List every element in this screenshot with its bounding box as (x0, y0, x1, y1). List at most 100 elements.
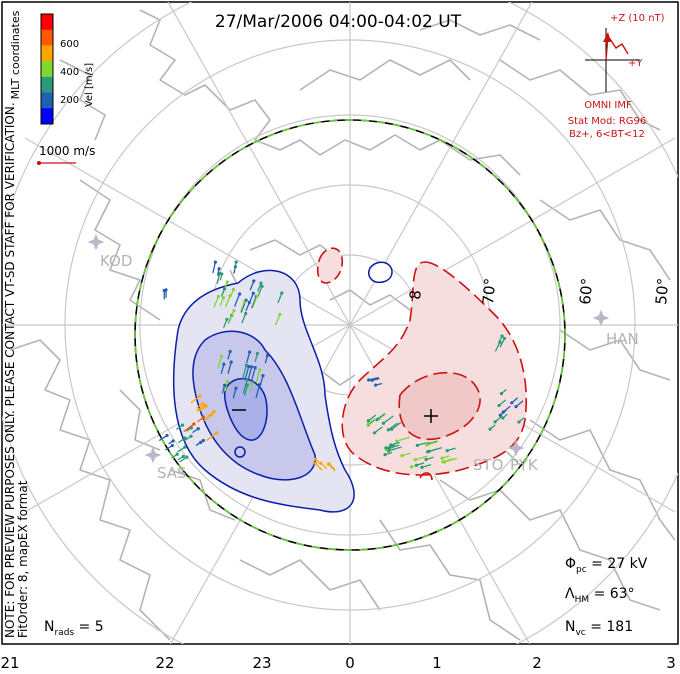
velocity-vector-origin (222, 362, 226, 366)
velocity-vector (494, 341, 501, 352)
velocity-vector-origin (427, 449, 431, 453)
velocity-vector-origin (252, 279, 256, 283)
velocity-vector-origin (170, 443, 174, 448)
velocity-vector-origin (225, 317, 229, 322)
velocity-vector (499, 338, 506, 348)
velocity-vector-origin (201, 438, 205, 443)
velocity-vector-origin (498, 413, 502, 417)
velocity-vector (220, 364, 225, 375)
velocity-vector-origin (204, 404, 208, 408)
velocity-vector-origin (231, 287, 236, 292)
velocity-vector-origin (181, 454, 185, 458)
velocity-vector-origin (196, 427, 200, 431)
velocity-vector-origin (229, 360, 233, 364)
velocity-vector (224, 381, 229, 392)
velocity-vector (241, 313, 247, 324)
velocity-vector (244, 366, 250, 380)
velocity-vector-origin (389, 443, 393, 447)
velocity-vector-origin (383, 453, 387, 457)
velocity-vector (190, 395, 201, 404)
velocity-vector-origin (374, 383, 378, 387)
velocity-vector-origin (395, 439, 399, 443)
lat-label-50: 50° (652, 277, 672, 305)
colorbar-block (41, 61, 53, 78)
imf-y-label: +Y (628, 58, 643, 69)
stat-model-line1: Stat Mod: RG96 (568, 116, 647, 127)
map-title: 27/Mar/2006 04:00-04:02 UT (215, 12, 462, 32)
velocity-vector (248, 292, 254, 306)
velocity-vector-origin (313, 457, 318, 461)
velocity-vector-origin (219, 354, 224, 358)
velocity-vector-origin (222, 287, 227, 291)
velocity-vector-origin (500, 334, 504, 338)
velocity-vector (233, 293, 241, 307)
vector-count: Nvc = 181 (565, 619, 633, 638)
mlt-label-22: 22 (155, 654, 174, 672)
colorbar-label: Vel [m/s] (84, 63, 95, 107)
station-label-sto: STO (473, 456, 504, 474)
velocity-vector-origin (510, 401, 514, 405)
lat-label-partial: 8 (406, 289, 425, 300)
velocity-vector-origin (280, 291, 284, 295)
velocity-vector-origin (259, 281, 263, 285)
velocity-vector-origin (242, 300, 246, 304)
velocity-vector-origin (502, 336, 507, 341)
velocity-vector (242, 379, 248, 394)
velocity-vector (250, 296, 257, 309)
velocity-vector-origin (372, 431, 376, 435)
velocity-vector-origin (384, 446, 388, 450)
colorbar-block (41, 14, 53, 31)
velocity-vector (216, 273, 221, 284)
velocity-vector-origin (313, 461, 318, 466)
velocity-vector-origin (183, 436, 187, 440)
colorbar-block (41, 45, 53, 62)
station-label-han: HAN (606, 330, 639, 348)
velocity-vector-origin (493, 420, 497, 424)
mlt-label-21: 21 (0, 654, 19, 672)
velocity-vector (388, 446, 402, 452)
velocity-vector (383, 415, 394, 424)
imf-z-label: +Z (10 nT) (610, 13, 665, 24)
velocity-vector-origin (425, 443, 429, 447)
velocity-vector-origin (319, 461, 323, 465)
velocity-vector-origin (221, 296, 226, 300)
velocity-vector-origin (202, 415, 206, 419)
station-labels: KOD HAN SAS STO PYK (100, 252, 639, 482)
coord-system-label: MLT coordinates (9, 10, 22, 99)
velocity-vector-origin (213, 260, 217, 264)
velocity-vector-origin (225, 280, 229, 284)
velocity-vector-origin (199, 440, 203, 444)
station-label-sas: SAS (157, 464, 187, 482)
velocity-vector (415, 455, 428, 461)
velocity-vector-origin (367, 378, 371, 382)
lat-label-60: 60° (576, 277, 596, 305)
velocity-vector (388, 422, 398, 431)
velocity-vector-origin (258, 368, 262, 372)
velocity-vector (259, 375, 264, 386)
velocity-vector-origin (192, 422, 196, 426)
colorbar-block (41, 108, 53, 125)
velocity-vector-origin (501, 416, 505, 420)
coastlines (9, 9, 676, 641)
stat-model-line2: Bz+, 6<BT<12 (569, 129, 645, 140)
velocity-vector (426, 441, 439, 446)
velocity-vector-origin (381, 421, 386, 425)
velocity-vector-origin (413, 458, 417, 462)
velocity-vector (255, 384, 261, 399)
velocity-vectors (158, 260, 525, 472)
velocity-vector (202, 414, 213, 422)
velocity-vector (243, 384, 249, 396)
velocity-vector-origin (488, 427, 492, 431)
velocity-vector-origin (181, 423, 185, 427)
station-markers (87, 233, 610, 464)
velocity-vector-origin (165, 433, 169, 438)
velocity-vector-origin (420, 465, 424, 470)
velocity-vector (196, 404, 205, 412)
hm-boundary (134, 119, 566, 551)
velocity-vector-origin (386, 428, 391, 432)
velocity-colorbar: 600 400 200 Vel [m/s] (40, 13, 95, 125)
velocity-vector-origin (185, 455, 189, 459)
potential-maximum-marker (424, 409, 438, 423)
negative-cell (172, 261, 393, 513)
velocity-vector (213, 296, 219, 308)
